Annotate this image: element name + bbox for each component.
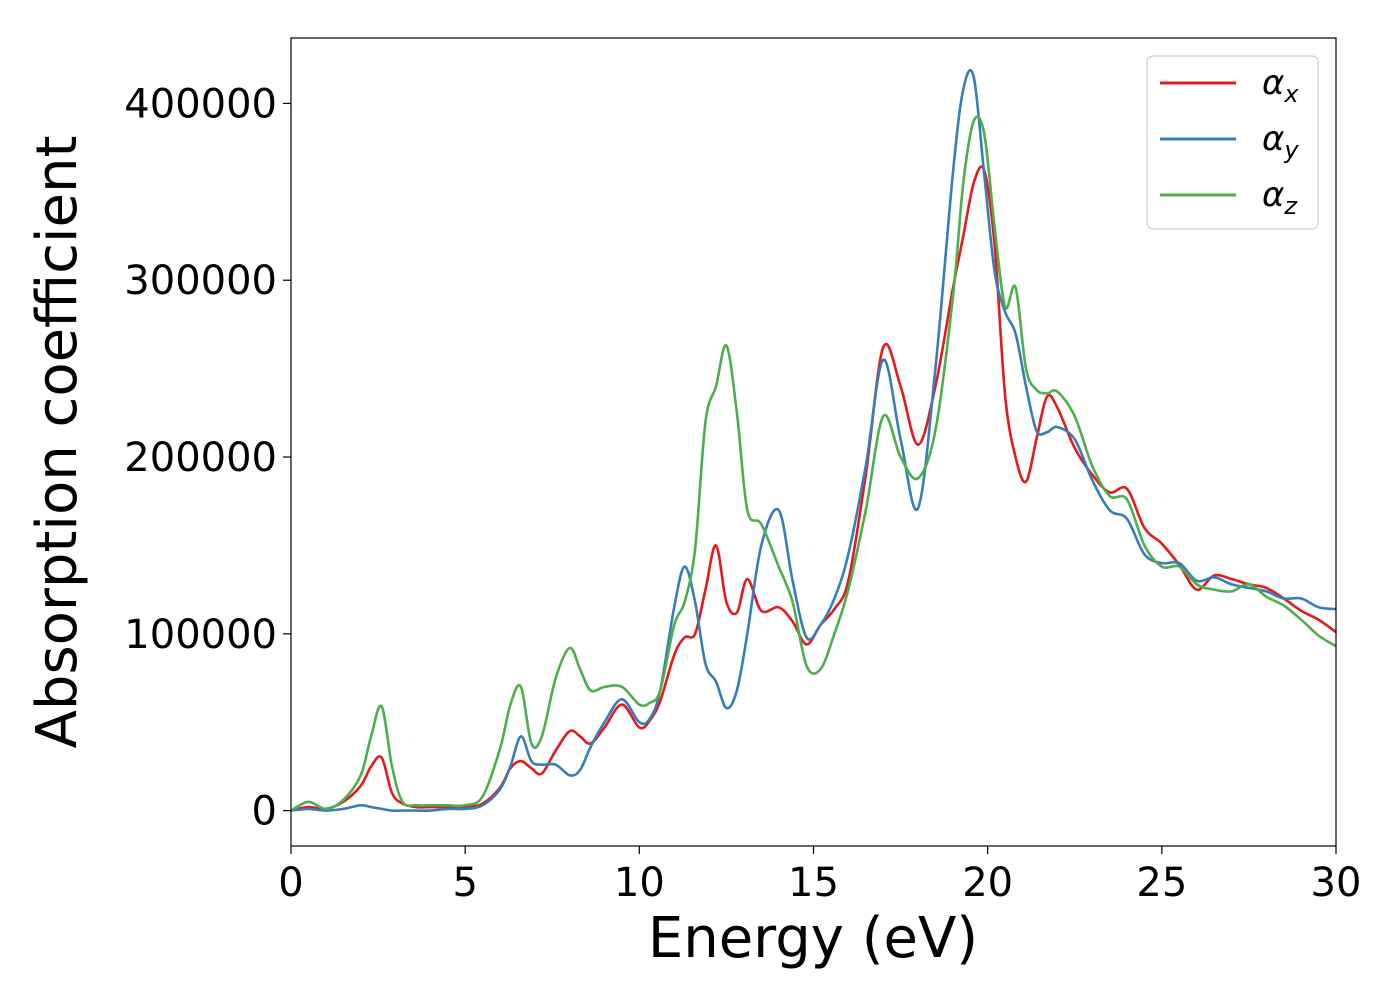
series-line-alpha-z: [291, 115, 1336, 812]
x-tick-label: 20: [962, 860, 1013, 906]
y-tick-label: 0: [252, 789, 277, 835]
series-line-alpha-x: [291, 165, 1336, 812]
y-tick-label: 100000: [124, 612, 277, 658]
x-tick-label: 0: [278, 860, 303, 906]
legend-label-alpha-y: αy: [1262, 119, 1299, 164]
legend-label-alpha-x: αx: [1262, 63, 1299, 108]
x-tick-label: 25: [1136, 860, 1187, 906]
x-tick-label: 15: [788, 860, 839, 906]
y-axis: 0 100000 200000 300000 400000: [124, 81, 291, 835]
x-tick-label: 5: [452, 860, 477, 906]
x-axis: 0 5 10 15 20 25 30: [278, 846, 1361, 906]
x-axis-title: Energy (eV): [648, 906, 978, 971]
legend: αx αy αz: [1146, 55, 1319, 230]
x-tick-label: 10: [614, 860, 665, 906]
y-tick-label: 300000: [124, 258, 277, 304]
series-line-alpha-y: [291, 69, 1336, 813]
y-axis-title: Absorption coefficient: [25, 136, 90, 749]
x-tick-label: 30: [1311, 860, 1362, 906]
legend-box: [1146, 55, 1319, 230]
y-tick-label: 200000: [124, 435, 277, 481]
legend-label-alpha-z: αz: [1262, 175, 1298, 220]
y-tick-label: 400000: [124, 81, 277, 127]
series-layer: [291, 69, 1336, 813]
